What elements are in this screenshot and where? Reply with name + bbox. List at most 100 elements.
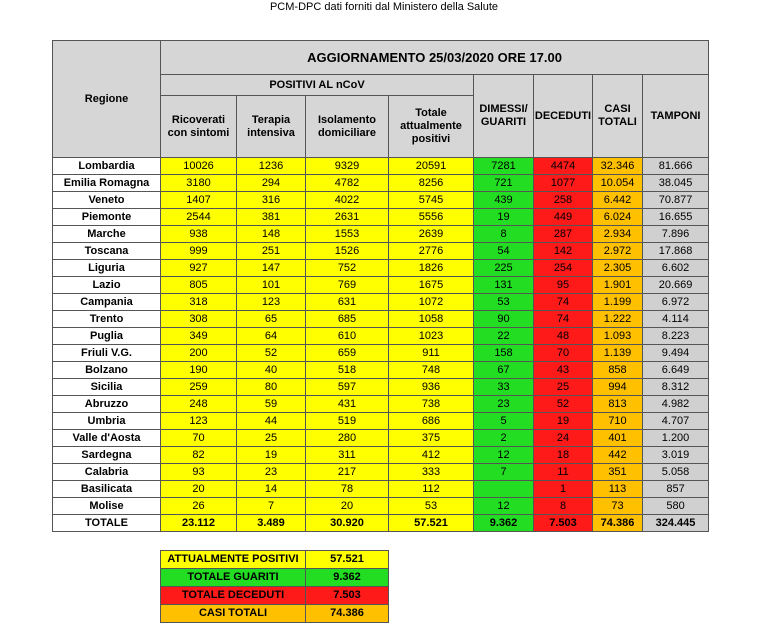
summary-row: TOTALE DECEDUTI 7.503 <box>160 586 389 605</box>
value-cell: 258 <box>533 191 593 209</box>
value-cell: 449 <box>533 208 593 226</box>
value-cell: 18 <box>533 446 593 464</box>
value-cell: 217 <box>305 463 389 481</box>
value-cell: 3.489 <box>236 514 306 532</box>
value-cell: 38.045 <box>641 174 710 192</box>
header-cell: DIMESSI/ GUARITI <box>473 74 534 158</box>
value-cell: 70 <box>533 344 593 362</box>
value-cell: 82 <box>160 446 237 464</box>
value-cell: 5.058 <box>641 463 710 481</box>
region-cell: Sardegna <box>52 446 161 464</box>
value-cell: 294 <box>236 174 306 192</box>
value-cell: 123 <box>160 412 237 430</box>
value-cell: 7 <box>473 463 534 481</box>
value-cell: 1553 <box>305 225 389 243</box>
summary-value: 74.386 <box>305 604 389 623</box>
value-cell: 90 <box>473 310 534 328</box>
header-cell: Ricoverati con sintomi <box>160 95 237 158</box>
value-cell: 23 <box>236 463 306 481</box>
region-cell: Puglia <box>52 327 161 345</box>
value-cell: 52 <box>533 395 593 413</box>
summary-row: TOTALE GUARITI 9.362 <box>160 568 389 587</box>
value-cell: 12 <box>473 446 534 464</box>
value-cell: 5745 <box>388 191 474 209</box>
region-cell: Valle d'Aosta <box>52 429 161 447</box>
value-cell: 938 <box>160 225 237 243</box>
value-cell: 1.200 <box>641 429 710 447</box>
header-cell: AGGIORNAMENTO 25/03/2020 ORE 17.00 <box>159 40 710 75</box>
value-cell: 251 <box>236 242 306 260</box>
value-cell: 25 <box>533 378 593 396</box>
value-cell: 53 <box>388 497 474 515</box>
value-cell: 936 <box>388 378 474 396</box>
value-cell: 6.602 <box>641 259 710 277</box>
table-row: Sardegna 82 19 311 412 12 18 442 3.019 <box>52 446 710 464</box>
value-cell: 19 <box>473 208 534 226</box>
value-cell: 7.896 <box>641 225 710 243</box>
value-cell: 580 <box>641 497 710 515</box>
value-cell: 769 <box>305 276 389 294</box>
page-title: PCM-DPC dati forniti dal Ministero della… <box>269 1 499 13</box>
region-cell: Toscana <box>52 242 161 260</box>
table-row: Toscana 999 251 1526 2776 54 142 2.972 17.868 <box>52 242 710 260</box>
value-cell: 142 <box>533 242 593 260</box>
value-cell: 80 <box>236 378 306 396</box>
value-cell: 685 <box>305 310 389 328</box>
table-row: Liguria 927 147 752 1826 225 254 2.305 6.602 <box>52 259 710 277</box>
value-cell: 280 <box>305 429 389 447</box>
value-cell: 324.445 <box>641 514 710 532</box>
value-cell: 351 <box>592 463 643 481</box>
table-row: TOTALE 23.112 3.489 30.920 57.521 9.362 7.503 7… <box>52 514 710 532</box>
value-cell: 148 <box>236 225 306 243</box>
value-cell: 442 <box>592 446 643 464</box>
value-cell: 519 <box>305 412 389 430</box>
value-cell: 1.139 <box>592 344 643 362</box>
value-cell: 20 <box>160 480 237 498</box>
value-cell: 20 <box>305 497 389 515</box>
table-row: Friuli V.G. 200 52 659 911 158 70 1.139 9.494 <box>52 344 710 362</box>
summary-label: ATTUALMENTE POSITIVI <box>160 550 306 569</box>
table-row: Molise 26 7 20 53 12 8 73 580 <box>52 497 710 515</box>
value-cell: 74 <box>533 293 593 311</box>
table-row: Campania 318 123 631 1072 53 74 1.199 6.972 <box>52 293 710 311</box>
value-cell: 1.093 <box>592 327 643 345</box>
value-cell: 3180 <box>160 174 237 192</box>
table-row: Lazio 805 101 769 1675 131 95 1.901 20.669 <box>52 276 710 294</box>
value-cell: 8 <box>473 225 534 243</box>
value-cell: 81.666 <box>641 157 710 175</box>
value-cell: 4022 <box>305 191 389 209</box>
region-cell: Lazio <box>52 276 161 294</box>
value-cell: 911 <box>388 344 474 362</box>
value-cell <box>473 480 534 498</box>
value-cell: 48 <box>533 327 593 345</box>
table-row: Basilicata 20 14 78 112 1 113 857 <box>52 480 710 498</box>
value-cell: 64 <box>236 327 306 345</box>
value-cell: 54 <box>473 242 534 260</box>
value-cell: 9.362 <box>473 514 534 532</box>
value-cell: 67 <box>473 361 534 379</box>
value-cell: 131 <box>473 276 534 294</box>
value-cell: 74.386 <box>592 514 643 532</box>
value-cell: 349 <box>160 327 237 345</box>
table-row: Emilia Romagna 3180 294 4782 8256 721 1077 10.0… <box>52 174 710 192</box>
region-cell: Emilia Romagna <box>52 174 161 192</box>
table-row: Bolzano 190 40 518 748 67 43 858 6.649 <box>52 361 710 379</box>
value-cell: 2639 <box>388 225 474 243</box>
value-cell: 147 <box>236 259 306 277</box>
value-cell: 1526 <box>305 242 389 260</box>
value-cell: 412 <box>388 446 474 464</box>
value-cell: 6.972 <box>641 293 710 311</box>
value-cell: 40 <box>236 361 306 379</box>
value-cell: 2544 <box>160 208 237 226</box>
value-cell: 7 <box>236 497 306 515</box>
value-cell: 1077 <box>533 174 593 192</box>
header-cell: CASI TOTALI <box>592 74 643 158</box>
region-cell: Friuli V.G. <box>52 344 161 362</box>
data-table: Regione AGGIORNAMENTO 25/03/2020 ORE 17.… <box>52 40 710 532</box>
value-cell: 318 <box>160 293 237 311</box>
summary-value: 57.521 <box>305 550 389 569</box>
value-cell: 53 <box>473 293 534 311</box>
value-cell: 311 <box>305 446 389 464</box>
value-cell: 401 <box>592 429 643 447</box>
value-cell: 12 <box>473 497 534 515</box>
